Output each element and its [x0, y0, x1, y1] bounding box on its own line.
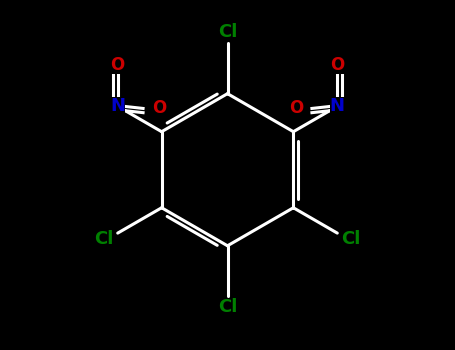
Text: O: O: [152, 99, 166, 118]
Text: O: O: [111, 56, 125, 74]
Text: O: O: [330, 56, 344, 74]
Text: Cl: Cl: [218, 23, 237, 41]
Text: N: N: [110, 97, 125, 116]
Text: Cl: Cl: [94, 230, 114, 248]
Text: Cl: Cl: [218, 298, 237, 316]
Text: O: O: [289, 99, 303, 118]
Text: Cl: Cl: [341, 230, 361, 248]
Text: N: N: [330, 97, 345, 116]
